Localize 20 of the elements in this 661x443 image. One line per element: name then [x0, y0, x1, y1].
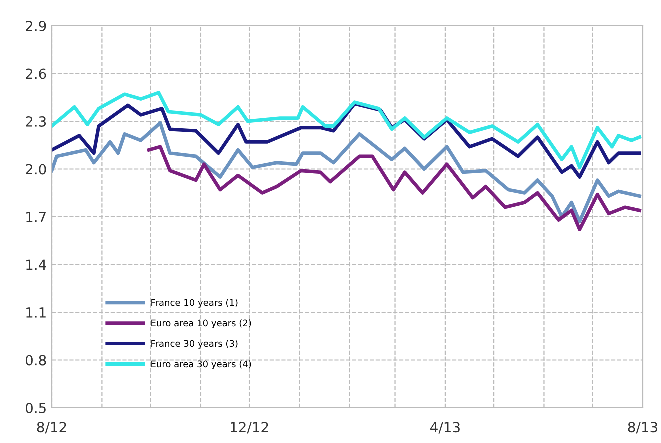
line-series [52, 121, 642, 224]
y-tick-label: 2.6 [26, 68, 46, 80]
x-tick-label: 4/13 [430, 422, 460, 434]
y-tick-label: 2.3 [26, 116, 46, 127]
y-tick-label: 1.7 [26, 212, 46, 222]
line-series [52, 91, 642, 170]
legend-label: France 30 years (3) [152, 340, 238, 349]
legend-label: Euro area 10 years (2) [152, 320, 252, 328]
y-tick-label: 2.9 [26, 20, 46, 32]
x-tick-label: 8/13 [628, 422, 658, 434]
legend-label: Euro area 30 years (4) [152, 360, 252, 370]
y-tick-label: 1.1 [26, 308, 46, 318]
x-tick-label: 12/12 [231, 422, 268, 434]
y-tick-label: 0.8 [26, 355, 46, 366]
line-series [147, 145, 642, 232]
legend-label: France 10 years (1) [152, 299, 238, 308]
y-tick-label: 2.0 [26, 164, 46, 175]
y-tick-label: 1.4 [26, 260, 46, 270]
x-tick-label: 8/12 [37, 422, 66, 434]
y-tick-label: 0.5 [26, 402, 46, 414]
